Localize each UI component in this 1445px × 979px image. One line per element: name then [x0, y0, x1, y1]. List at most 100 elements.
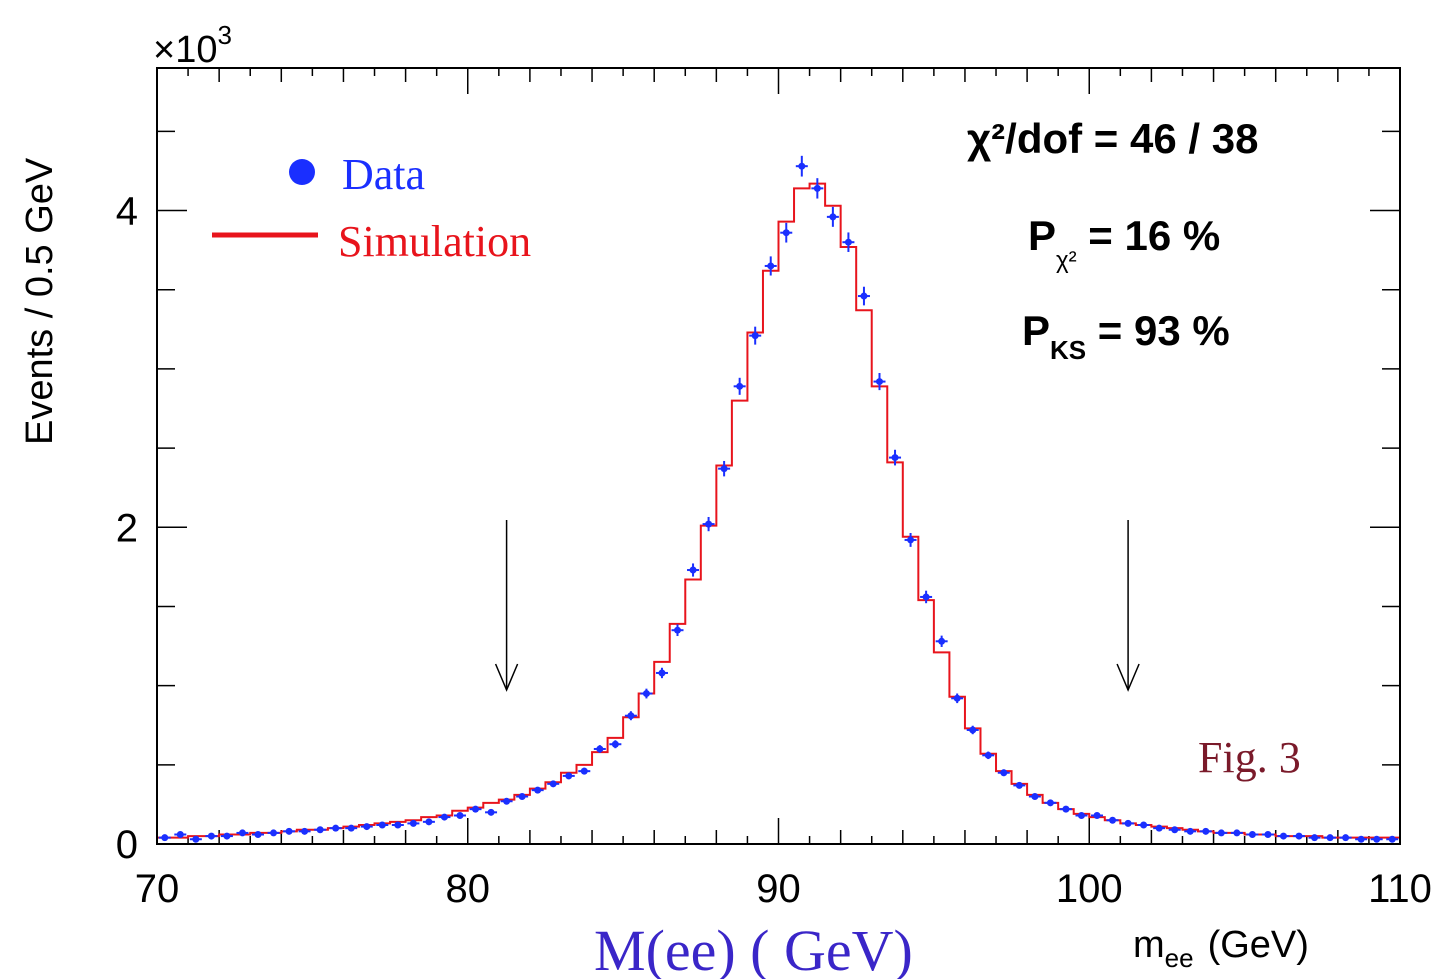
y-tick-label: 4 [116, 190, 138, 234]
data-point [935, 635, 948, 647]
data-point [795, 155, 808, 177]
data-point [640, 688, 653, 699]
fit-statistics: χ²/dof = 46 / 38 Pχ² = 16 % PKS = 93 % [967, 115, 1258, 365]
data-point [687, 563, 700, 577]
data-point [174, 830, 187, 838]
y-axis-label: Events / 0.5 GeV [19, 157, 61, 445]
data-point [485, 808, 498, 816]
data-point [966, 725, 979, 735]
data-point [1246, 830, 1259, 838]
data-point [516, 792, 529, 800]
data-point [345, 824, 358, 832]
data-point [1339, 834, 1352, 842]
data-point [780, 222, 793, 243]
legend-data-label: Data [342, 150, 425, 199]
data-point [718, 460, 731, 477]
data-point [982, 751, 995, 760]
window-arrow [1116, 520, 1140, 692]
x-tick-label: 100 [1056, 867, 1123, 911]
data-point [531, 786, 544, 794]
legend-data-marker [289, 159, 315, 185]
data-point [267, 829, 280, 837]
data-point [205, 832, 218, 840]
data-point [376, 821, 389, 829]
x-tick-label: 110 [1368, 867, 1432, 911]
x-tick-labels: 70 80 90 100 110 [135, 867, 1432, 911]
window-arrow [494, 520, 519, 692]
data-point [453, 811, 466, 819]
data-point [438, 813, 451, 821]
data-point [1215, 829, 1228, 837]
data-point [1199, 827, 1212, 835]
data-point [1044, 799, 1057, 807]
data-point [593, 745, 606, 753]
data-point [1075, 811, 1088, 819]
data-point [1308, 834, 1321, 842]
data-point [1355, 835, 1368, 843]
data-point [1261, 830, 1274, 838]
figure-annotation: Fig. 3 [1198, 733, 1301, 782]
data-point [1386, 835, 1399, 843]
data-point [904, 532, 917, 547]
legend: Data Simulation [212, 150, 531, 266]
data-point [1137, 821, 1150, 829]
data-point [251, 830, 264, 838]
data-point [951, 693, 964, 704]
legend-simulation-label: Simulation [338, 217, 531, 266]
data-point [422, 818, 435, 826]
data-point [360, 823, 373, 831]
bottom-mass-label: M(ee) ( GeV) [594, 918, 913, 979]
data-point [671, 624, 684, 637]
data-point [857, 286, 870, 306]
data-point [1059, 805, 1072, 813]
data-point [1106, 816, 1119, 824]
data-point [1277, 832, 1290, 840]
x-tick-label: 90 [756, 867, 801, 911]
data-point [873, 373, 886, 391]
data-point [811, 178, 824, 199]
data-point [1122, 819, 1135, 827]
plot-frame [156, 67, 1401, 845]
data-point [1324, 834, 1337, 842]
data-point [391, 821, 404, 829]
y-multiplier: ×103 [153, 20, 232, 71]
data-point [158, 834, 171, 842]
data-point [1293, 832, 1306, 840]
data-point [407, 819, 420, 827]
data-point [562, 772, 575, 780]
mass-window-arrows [494, 520, 1140, 692]
data-point [749, 326, 762, 345]
data-point [314, 826, 327, 834]
x-tick-label: 70 [135, 867, 180, 911]
chi2-dof-label: χ²/dof = 46 / 38 [967, 115, 1258, 162]
p-ks-label: PKS = 93 % [1022, 307, 1230, 365]
x-tick-label: 80 [446, 867, 491, 911]
data-point [236, 829, 249, 837]
data-point [624, 711, 637, 721]
data-point [733, 377, 746, 395]
data-point [655, 667, 668, 679]
data-point [1091, 811, 1104, 819]
data-point [1153, 824, 1166, 832]
data-points [158, 155, 1399, 843]
data-point [842, 232, 855, 252]
y-tick-label: 2 [116, 506, 138, 550]
data-point [1184, 827, 1197, 835]
data-point [826, 206, 839, 227]
data-point [547, 780, 560, 788]
x-axis-label: mee (GeV) [1133, 924, 1309, 973]
y-tick-labels: 0 2 4 [116, 190, 138, 867]
data-point [1168, 826, 1181, 834]
p-chi2-label: Pχ² = 16 % [1028, 212, 1220, 274]
data-point [1028, 792, 1041, 800]
data-point [469, 805, 482, 813]
data-point [920, 590, 933, 604]
data-point [578, 767, 591, 775]
data-point [500, 797, 513, 805]
data-point [283, 827, 296, 835]
data-point [220, 832, 233, 840]
data-point [1370, 835, 1383, 843]
data-point [609, 740, 622, 749]
data-point [1013, 781, 1026, 789]
